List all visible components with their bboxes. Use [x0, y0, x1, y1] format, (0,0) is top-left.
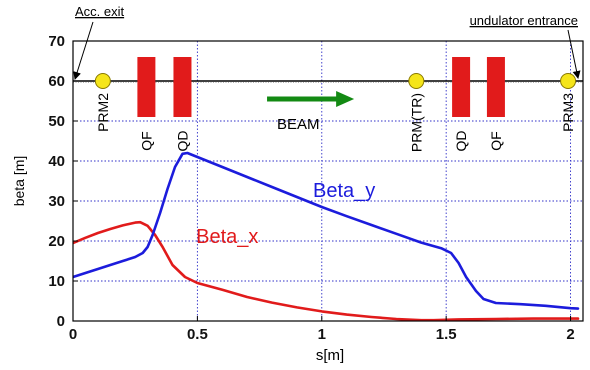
- y-tick-label: 50: [48, 113, 65, 130]
- x-tick-label: 1.5: [436, 326, 457, 343]
- quadrupole-magnet: [452, 57, 471, 117]
- magnet-label: QF: [138, 131, 154, 150]
- beam-arrow-head: [336, 91, 355, 107]
- undulator-entrance-annotation: undulator entrance: [470, 13, 578, 28]
- series-group: [73, 151, 580, 321]
- magnet-label: QF: [488, 131, 504, 150]
- quadrupole-magnet: [137, 57, 156, 117]
- y-axis-label: beta [m]: [11, 156, 27, 207]
- plot-frame: [72, 40, 584, 322]
- series-label-beta_y: Beta_y: [313, 180, 375, 202]
- quadrupole-magnet: [486, 57, 505, 117]
- profile-monitor: [94, 73, 111, 89]
- series-line-beta_y: [73, 151, 580, 310]
- acc-exit-annotation: Acc. exit: [75, 4, 125, 19]
- x-tick-label: 2: [566, 326, 574, 343]
- x-tick-label: 1: [318, 326, 326, 343]
- undulator-entrance-pointer: [567, 29, 581, 79]
- y-tick-label: 30: [48, 193, 65, 210]
- y-tick-label: 40: [48, 153, 65, 170]
- x-tick-label: 0: [69, 326, 77, 343]
- monitor-label: PRM3: [560, 93, 576, 132]
- x-axis-label: s[m]: [316, 347, 344, 364]
- x-tick-label: 0.5: [187, 326, 208, 343]
- monitor-label: PRM2: [95, 93, 111, 132]
- series-line-beta_x: [73, 220, 580, 321]
- y-tick-label: 20: [48, 233, 65, 250]
- series-labels: Beta_x Beta_y: [196, 180, 375, 248]
- profile-monitor: [408, 73, 425, 89]
- series-label-beta_x: Beta_x: [196, 226, 258, 248]
- magnet-label: QD: [453, 131, 469, 152]
- y-tick-label: 0: [57, 313, 65, 330]
- monitor-label: PRM(TR): [408, 93, 424, 152]
- profile-monitor: [560, 73, 577, 89]
- quadrupole-magnet: [173, 57, 192, 117]
- y-tick-label: 70: [48, 33, 65, 50]
- acc-exit-pointer: [73, 21, 94, 80]
- y-tick-label: 10: [48, 273, 65, 290]
- beamline-schematic: QF QD QD QF PRM2 PRM(TR) PRM3 BEAM Acc. exit undu…: [73, 4, 583, 152]
- magnet-label: QD: [174, 131, 190, 152]
- beam-label: BEAM: [277, 116, 320, 133]
- y-tick-label: 60: [48, 73, 65, 90]
